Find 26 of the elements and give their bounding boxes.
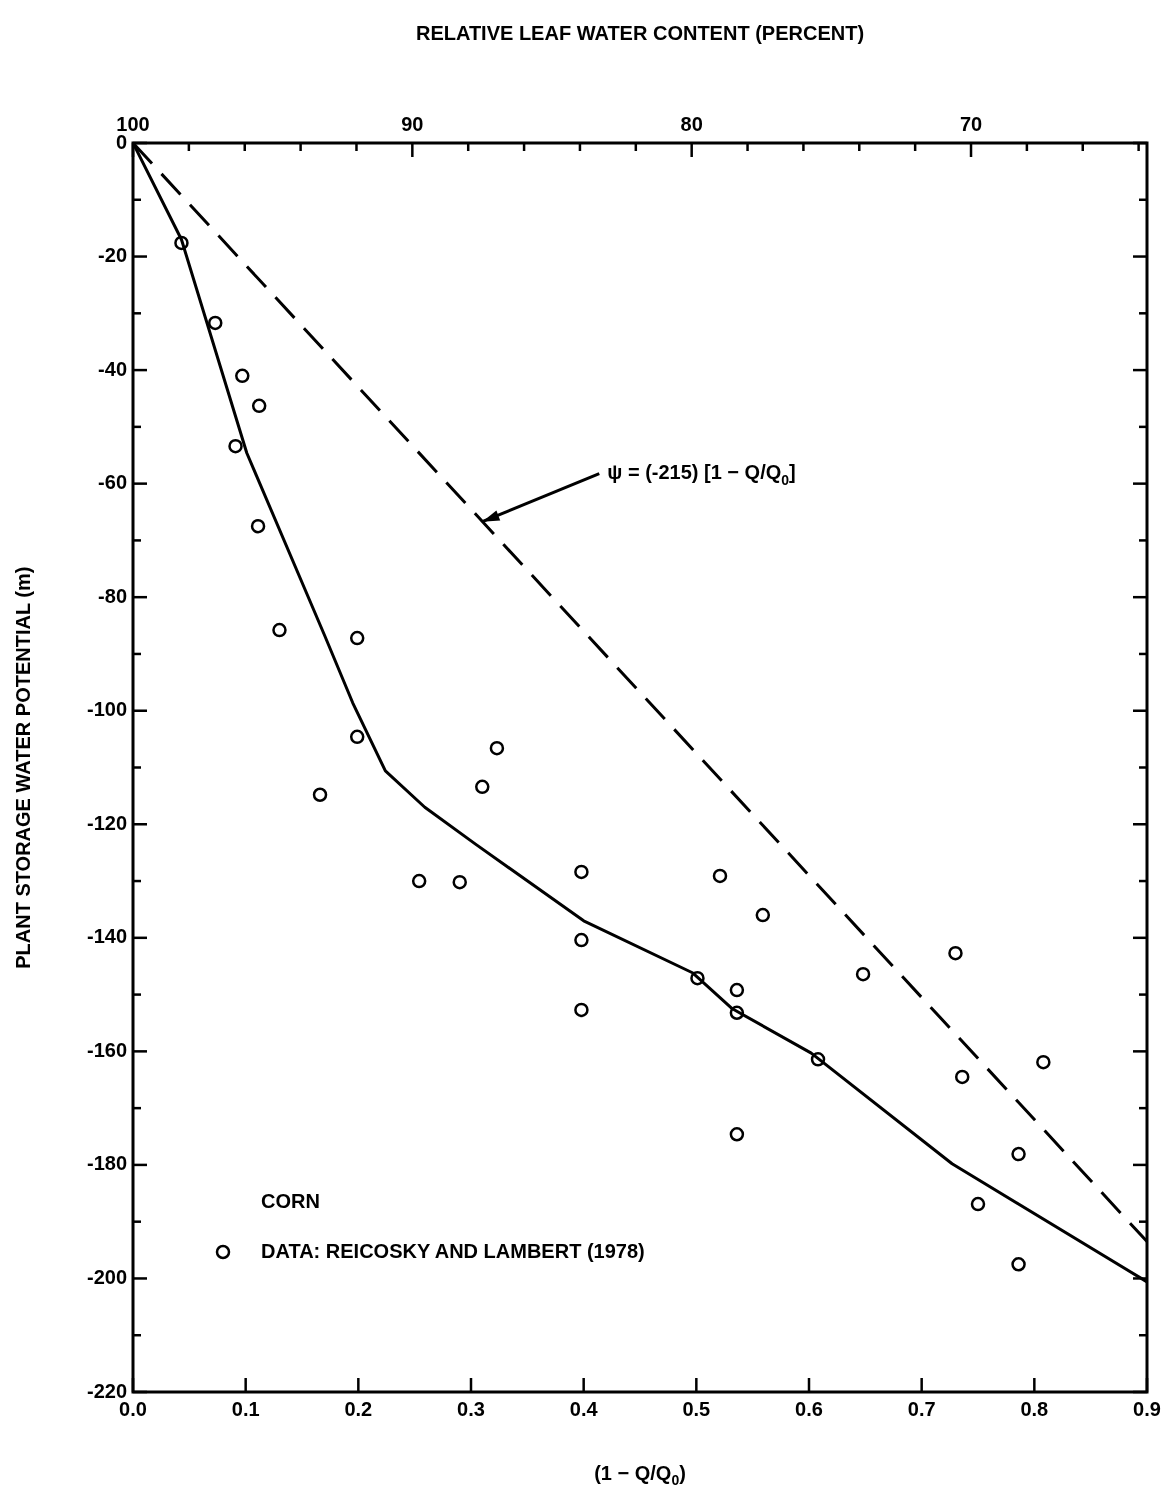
y-tick-label: -180	[86, 1152, 127, 1175]
y-tick-label: -80	[98, 584, 127, 607]
x-tick-label: 0.4	[569, 1397, 599, 1420]
x-tick-label: 0.3	[457, 1397, 485, 1420]
y-tick-label: -40	[98, 357, 127, 380]
x-tick-label: 0.7	[907, 1397, 936, 1420]
x2-axis-title: RELATIVE LEAF WATER CONTENT (PERCENT)	[415, 21, 865, 44]
x-tick-label: 0.8	[1020, 1397, 1049, 1420]
x-tick-label: 0.5	[682, 1397, 711, 1420]
x2-tick-label: 90	[401, 112, 424, 135]
x-tick-label: 0.1	[231, 1397, 260, 1420]
x-tick-label: 0.6	[795, 1397, 823, 1420]
x-tick-label: 0.9	[1133, 1397, 1161, 1420]
x2-tick-label: 80	[680, 112, 703, 135]
legend-label: DATA: REICOSKY AND LAMBERT (1978)	[261, 1239, 645, 1262]
y-tick-label: -160	[86, 1038, 127, 1061]
legend-title: CORN	[261, 1189, 320, 1212]
y-tick-label: -120	[86, 811, 127, 834]
y-tick-label: -100	[86, 698, 127, 721]
y-tick-label: -200	[86, 1265, 127, 1288]
y-tick-label: -60	[98, 471, 127, 494]
y-tick-label: -140	[86, 925, 127, 948]
x2-tick-label: 70	[959, 112, 983, 135]
x-tick-label: 0.2	[344, 1397, 373, 1420]
y-tick-label: -20	[98, 244, 127, 267]
y-axis-title: PLANT STORAGE WATER POTENTIAL (m)	[11, 566, 34, 969]
